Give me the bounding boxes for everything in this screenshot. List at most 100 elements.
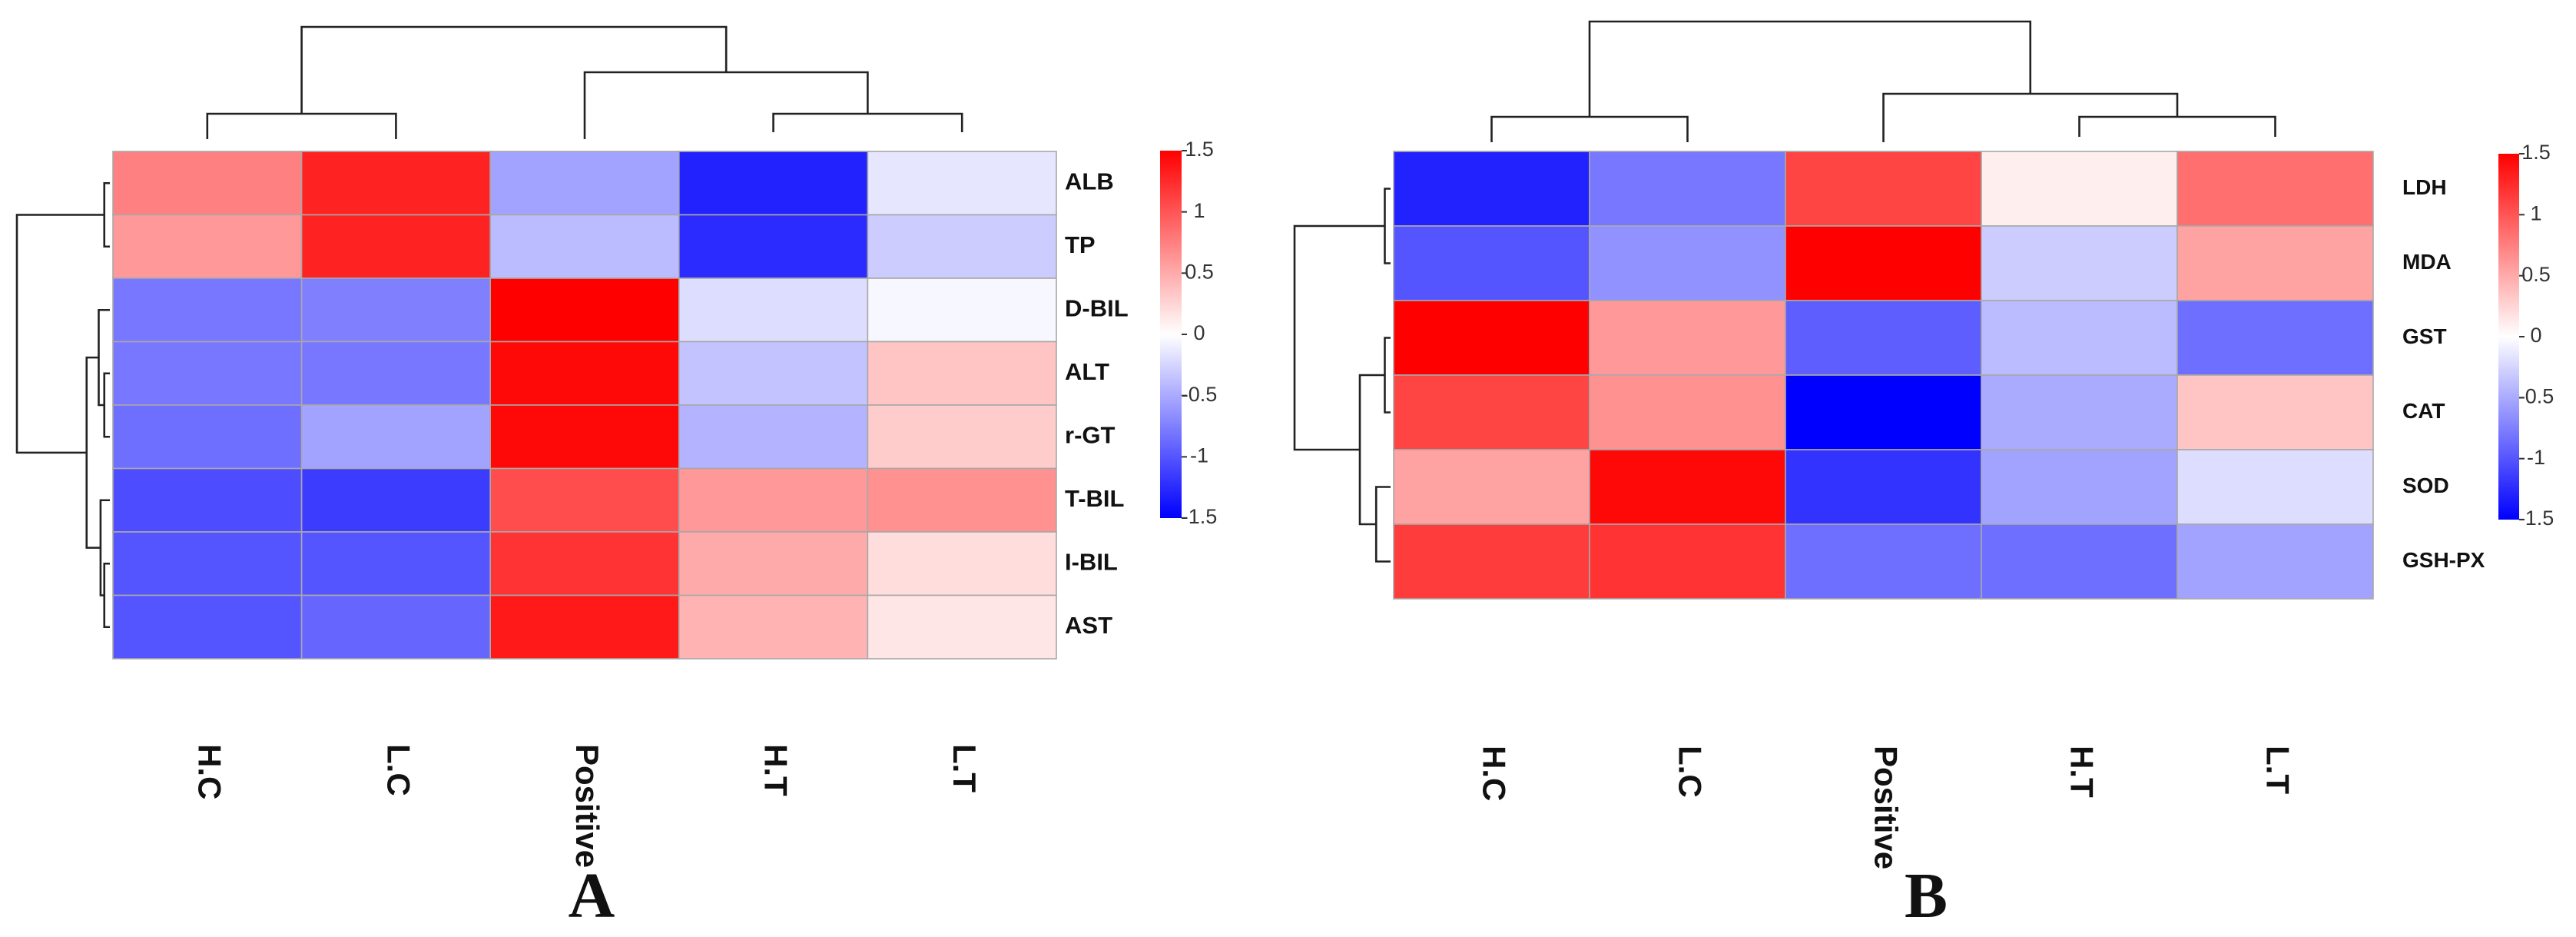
heatmap-cell bbox=[1981, 225, 2178, 301]
heatmap-cell bbox=[112, 404, 303, 470]
heatmap-cell bbox=[112, 214, 303, 279]
heatmap-cell bbox=[300, 531, 492, 596]
heatmap-cell bbox=[300, 467, 492, 533]
heatmap-cell bbox=[300, 214, 492, 279]
heatmap-cell bbox=[2177, 151, 2374, 227]
heatmap-cell bbox=[1981, 151, 2178, 227]
column-dendrogram bbox=[206, 25, 963, 139]
legend-tick-label: 1.5 bbox=[2521, 141, 2551, 164]
row-label: r-GT bbox=[1065, 421, 1116, 448]
legend-tick-label: 0.5 bbox=[1185, 260, 1214, 283]
legend-tick-label: 0.5 bbox=[2521, 263, 2551, 286]
heatmap-cell bbox=[1589, 449, 1786, 525]
color-legend-bar bbox=[2498, 154, 2519, 520]
heatmap-cell bbox=[1393, 523, 1590, 600]
heatmap-cell bbox=[489, 404, 680, 470]
row-label: T-BIL bbox=[1065, 485, 1125, 512]
legend-tick-label: 1 bbox=[2530, 201, 2541, 224]
legend-tick-label: 0 bbox=[2530, 324, 2541, 347]
column-label: L.T bbox=[947, 744, 983, 792]
heatmap-cell bbox=[678, 214, 869, 279]
heatmap-cell bbox=[1785, 225, 1982, 301]
legend-tick-label: 0 bbox=[1193, 321, 1205, 344]
heatmap-panel-a: ALB TP D-BIL ALT r-GT T-BIL I-BIL AST H.C L.C Posi… bbox=[15, 25, 1218, 932]
row-dendrogram bbox=[1293, 188, 1391, 563]
row-dendrogram bbox=[15, 181, 110, 629]
heatmap-cell bbox=[489, 214, 680, 279]
heatmap-cell bbox=[678, 341, 869, 406]
column-dendrogram bbox=[1490, 20, 2276, 142]
heatmap-cell bbox=[1589, 523, 1786, 600]
row-label: MDA bbox=[2402, 250, 2452, 274]
heatmap-cell bbox=[489, 531, 680, 596]
legend-tick-label: -1 bbox=[1190, 444, 1208, 467]
heatmap-cell bbox=[1589, 151, 1786, 227]
heatmap-cell bbox=[1785, 523, 1982, 600]
legend-tick-label: -0.5 bbox=[1182, 383, 1218, 406]
heatmap-cell bbox=[2177, 300, 2374, 376]
legend-tick-label: 1 bbox=[1193, 199, 1205, 222]
column-label: L.C bbox=[1672, 746, 1708, 798]
column-label: Positive bbox=[569, 744, 605, 868]
row-label: SOD bbox=[2402, 473, 2449, 497]
heatmap-cell bbox=[678, 277, 869, 343]
heatmap-cell bbox=[867, 531, 1057, 596]
heatmap-panel-b: LDH MDA GST CAT SOD GSH-PX H.C L.C Positive H.T L.… bbox=[1293, 20, 2554, 932]
heatmap-cell bbox=[867, 404, 1057, 470]
heatmap-cell bbox=[1981, 523, 2178, 600]
heatmap-cell bbox=[1589, 225, 1786, 301]
heatmap-cell bbox=[678, 404, 869, 470]
heatmap-cell bbox=[1393, 449, 1590, 525]
heatmap-cell bbox=[1785, 151, 1982, 227]
column-label: L.C bbox=[380, 744, 416, 796]
heatmap-cell bbox=[678, 151, 869, 216]
heatmap-cell bbox=[1785, 374, 1982, 450]
row-label: TP bbox=[1065, 231, 1096, 258]
row-label: GSH-PX bbox=[2402, 548, 2485, 572]
heatmap-cell bbox=[1393, 151, 1590, 227]
heatmap-cell bbox=[489, 151, 680, 216]
heatmap-cell bbox=[112, 341, 303, 406]
heatmap-cell bbox=[1785, 449, 1982, 525]
heatmap-cell bbox=[1393, 225, 1590, 301]
row-label: D-BIL bbox=[1065, 294, 1129, 321]
heatmap-cell bbox=[2177, 374, 2374, 450]
heatmap-cell bbox=[867, 214, 1057, 279]
heatmap-cell bbox=[1785, 300, 1982, 376]
heatmap-cell bbox=[2177, 225, 2374, 301]
heatmap-cell bbox=[489, 341, 680, 406]
heatmap-cell bbox=[112, 151, 303, 216]
heatmap-cell bbox=[678, 594, 869, 660]
heatmap-cell bbox=[489, 467, 680, 533]
heatmap-cell bbox=[2177, 523, 2374, 600]
legend-tick-label: -1 bbox=[2527, 446, 2545, 469]
row-label: AST bbox=[1065, 612, 1112, 639]
column-label: L.T bbox=[2259, 746, 2296, 794]
column-label: H.C bbox=[1476, 746, 1512, 801]
heatmap-cell bbox=[678, 467, 869, 533]
heatmap-cell bbox=[300, 404, 492, 470]
legend-tick-label: -1.5 bbox=[1182, 505, 1218, 528]
heatmap-cell bbox=[300, 594, 492, 660]
row-label: ALT bbox=[1065, 358, 1109, 385]
color-legend-bar bbox=[1160, 151, 1182, 518]
heatmap-cell bbox=[867, 341, 1057, 406]
legend-tick-label: 1.5 bbox=[1185, 138, 1214, 161]
row-label: LDH bbox=[2402, 175, 2447, 199]
row-label: ALB bbox=[1065, 168, 1114, 194]
heatmap-cell bbox=[300, 341, 492, 406]
panel-label: B bbox=[1905, 860, 1948, 932]
heatmap-cell bbox=[867, 151, 1057, 216]
heatmap-cell bbox=[1981, 374, 2178, 450]
row-label: I-BIL bbox=[1065, 548, 1118, 575]
heatmap-cell bbox=[1393, 300, 1590, 376]
heatmap-cell bbox=[489, 277, 680, 343]
heatmap-cell bbox=[1589, 374, 1786, 450]
heatmap-cell bbox=[112, 467, 303, 533]
column-label: H.T bbox=[2064, 746, 2100, 798]
column-label: H.T bbox=[758, 744, 794, 796]
heatmap-cell bbox=[1981, 449, 2178, 525]
column-label: Positive bbox=[1868, 746, 1904, 869]
heatmap-cell bbox=[489, 594, 680, 660]
